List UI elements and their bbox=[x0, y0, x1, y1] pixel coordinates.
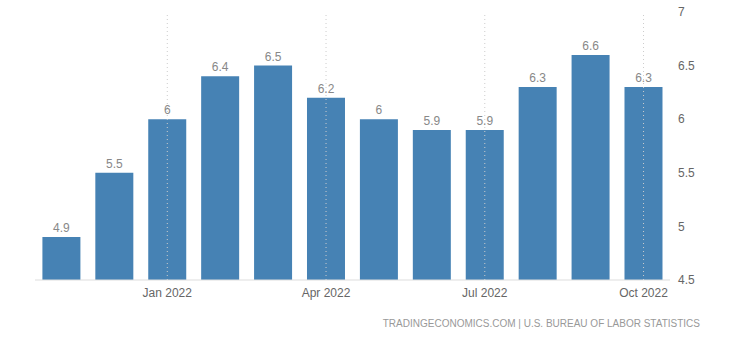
svg-text:6.4: 6.4 bbox=[212, 60, 229, 74]
svg-text:6.5: 6.5 bbox=[265, 50, 282, 64]
svg-text:Jan 2022: Jan 2022 bbox=[143, 286, 193, 300]
svg-text:5: 5 bbox=[678, 220, 685, 234]
svg-text:6.3: 6.3 bbox=[635, 71, 652, 85]
svg-text:Apr 2022: Apr 2022 bbox=[302, 286, 351, 300]
svg-text:6: 6 bbox=[678, 112, 685, 126]
html-text:TRADINGECONOMICS.COM | U.S. BU: TRADINGECONOMICS.COM | U.S. BUREAU OF LA… bbox=[382, 318, 700, 329]
svg-text:5.5: 5.5 bbox=[106, 157, 123, 171]
svg-text:Oct 2022: Oct 2022 bbox=[619, 286, 668, 300]
svg-text:6.2: 6.2 bbox=[318, 82, 335, 96]
svg-text:Jul 2022: Jul 2022 bbox=[462, 286, 508, 300]
svg-text:6.3: 6.3 bbox=[529, 71, 546, 85]
svg-text:6: 6 bbox=[164, 103, 171, 117]
svg-text:6.6: 6.6 bbox=[582, 39, 599, 53]
svg-text:5.9: 5.9 bbox=[423, 114, 440, 128]
svg-text:4.5: 4.5 bbox=[678, 273, 695, 287]
svg-text:7: 7 bbox=[678, 5, 685, 19]
svg-text:6: 6 bbox=[376, 103, 383, 117]
svg-text:5.9: 5.9 bbox=[476, 114, 493, 128]
svg-text:4.9: 4.9 bbox=[53, 221, 70, 235]
svg-text:5.5: 5.5 bbox=[678, 166, 695, 180]
svg-text:6.5: 6.5 bbox=[678, 59, 695, 73]
